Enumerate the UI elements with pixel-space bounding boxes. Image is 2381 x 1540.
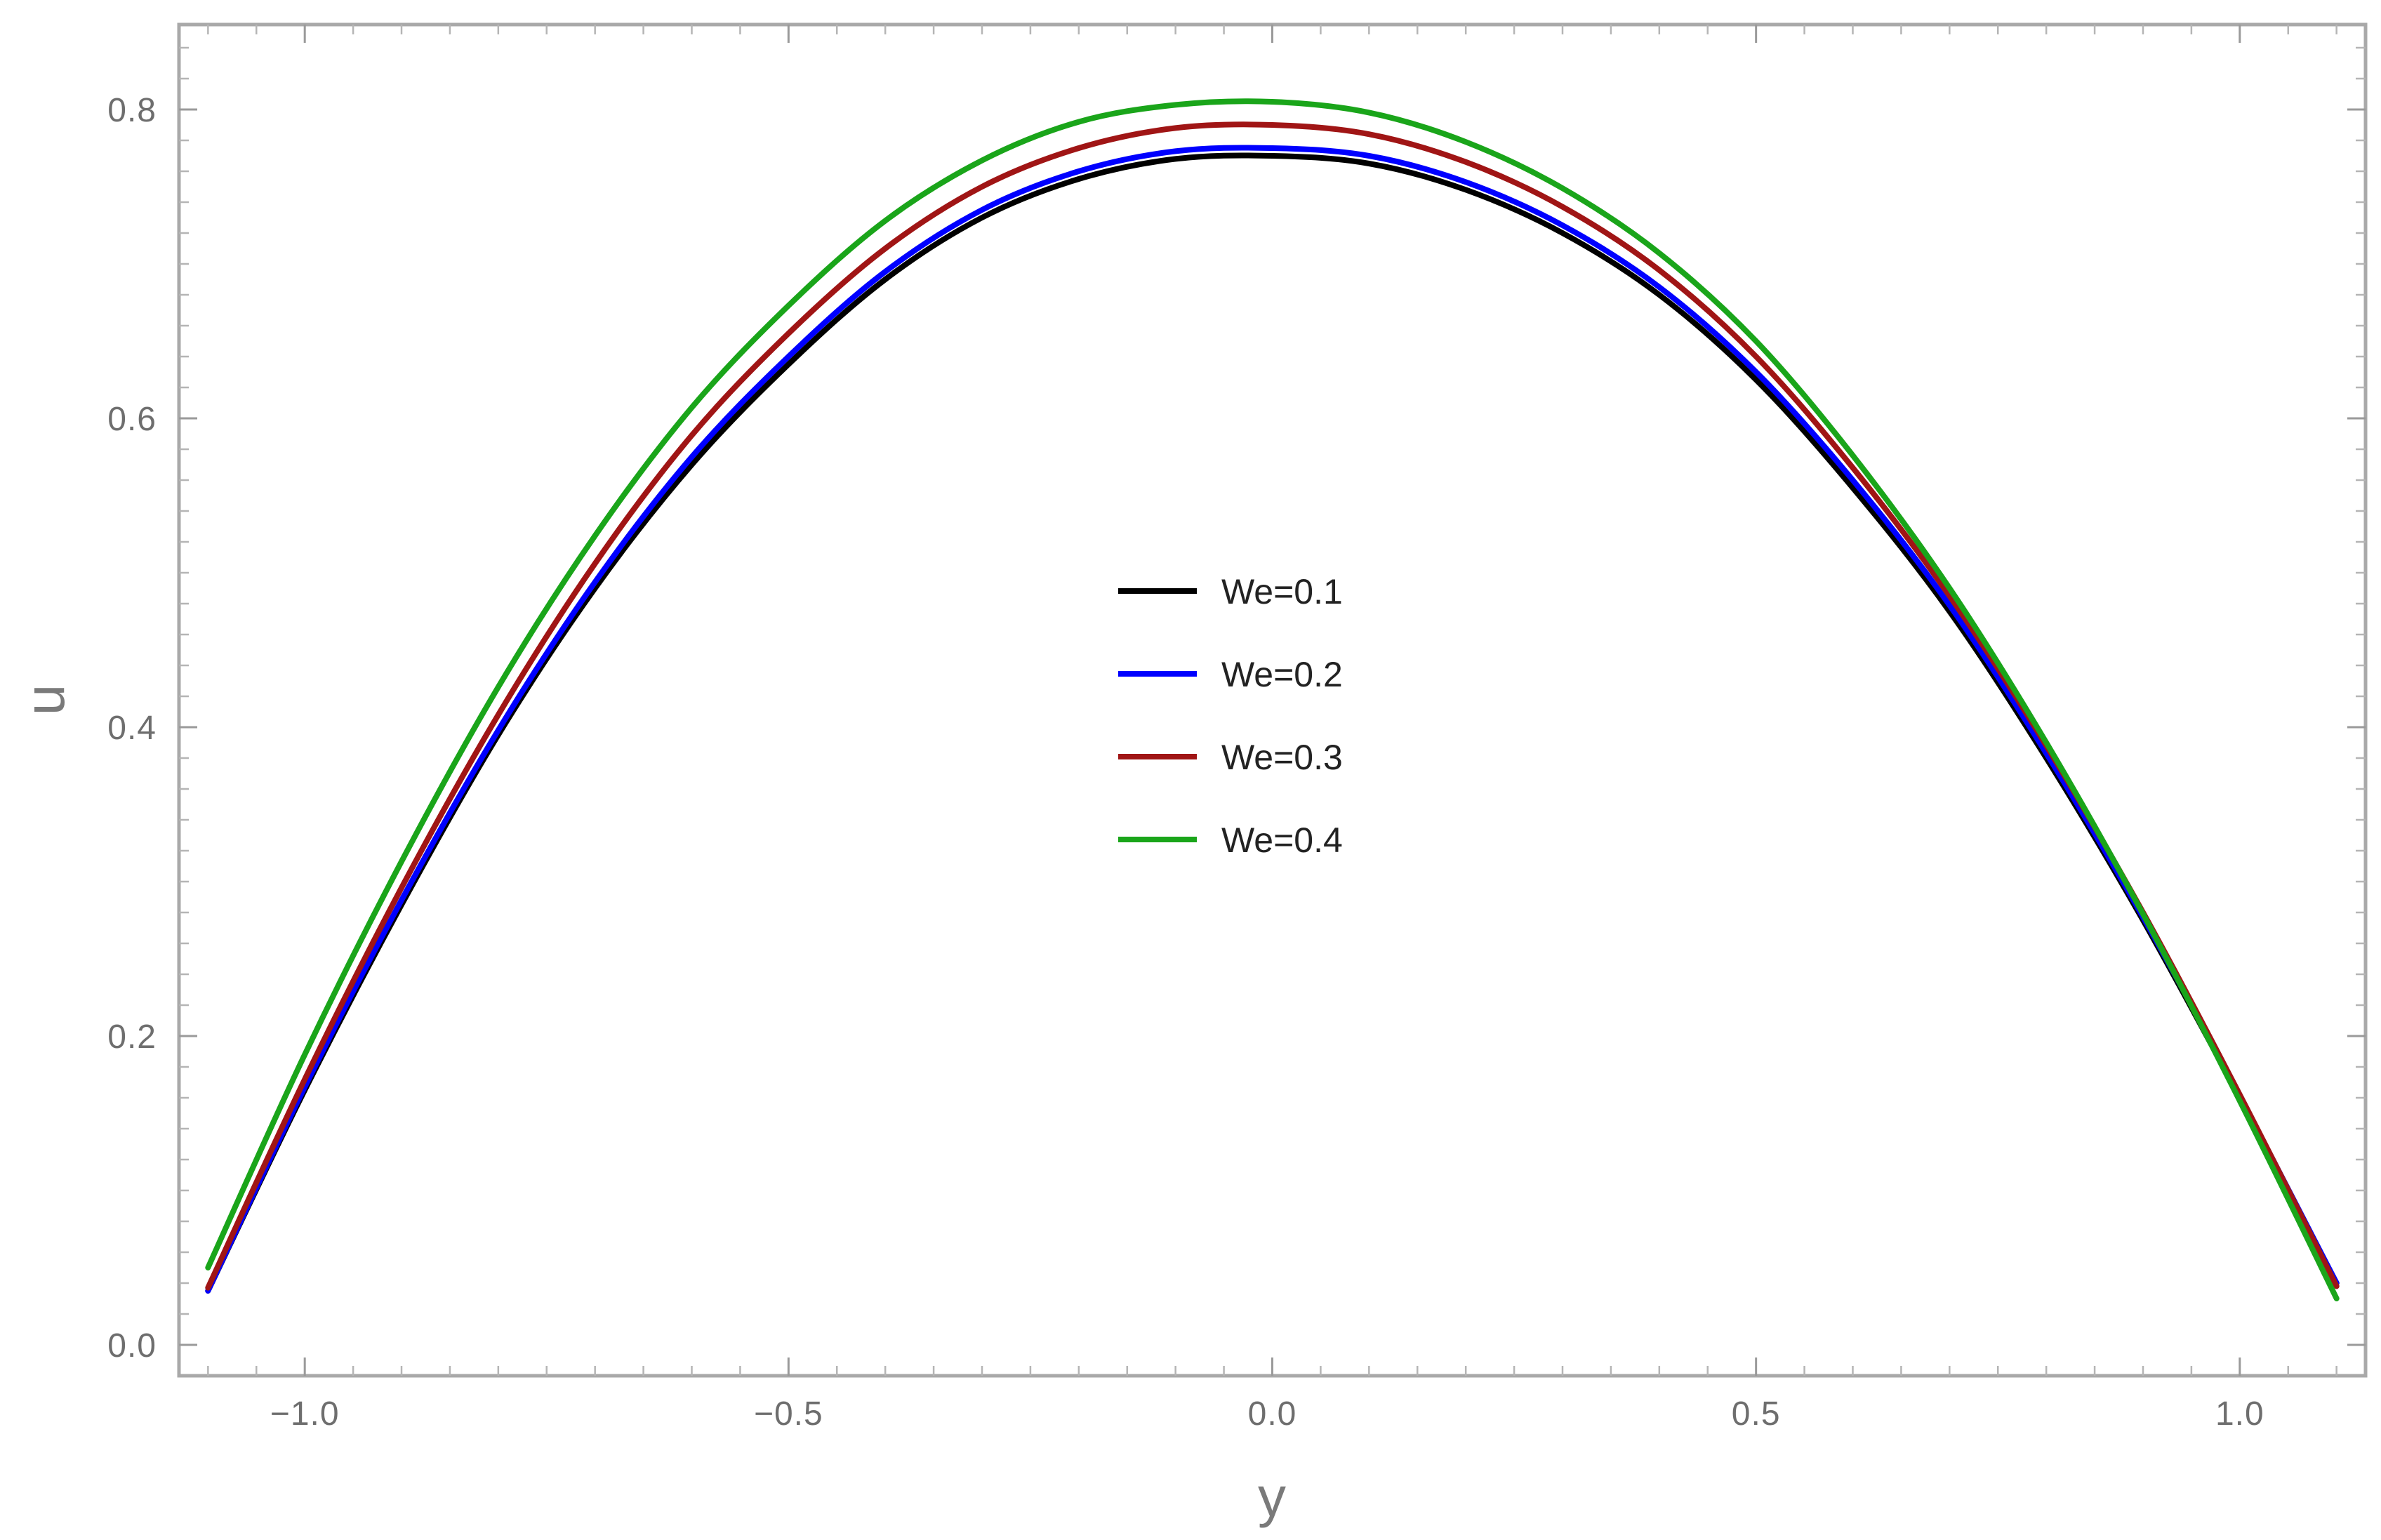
- legend-item: We=0.3: [1118, 738, 1343, 777]
- series-line-1: [205, 152, 2340, 1294]
- y-tick-label: 0.4: [107, 710, 157, 747]
- legend-item: We=0.4: [1118, 821, 1343, 860]
- series-lines: [205, 98, 2340, 1301]
- legend-item: We=0.1: [1118, 572, 1343, 611]
- legend-label: We=0.3: [1221, 738, 1343, 777]
- x-tick-label: 1.0: [2215, 1395, 2264, 1433]
- y-axis-ticks: 0.0 0.2 0.4 0.6 0.8: [107, 46, 2366, 1365]
- legend-label: We=0.4: [1221, 821, 1343, 860]
- y-tick-label: 0.0: [107, 1327, 157, 1365]
- y-tick-label: 0.8: [107, 92, 157, 129]
- y-tick-label: 0.2: [107, 1018, 157, 1056]
- series-line-2: [205, 145, 2340, 1294]
- x-axis-title: y: [1258, 1466, 1286, 1528]
- legend: We=0.1 We=0.2 We=0.3 We=0.4: [1118, 572, 1343, 860]
- x-axis-ticks: −1.0 −0.5 0.0 0.5 1.0: [207, 25, 2337, 1433]
- x-tick-label: 0.5: [1732, 1395, 1781, 1433]
- x-tick-label: −1.0: [270, 1395, 340, 1433]
- y-axis-title: u: [13, 684, 76, 716]
- x-tick-label: 0.0: [1248, 1395, 1297, 1433]
- y-tick-label: 0.6: [107, 401, 157, 438]
- legend-label: We=0.2: [1221, 655, 1343, 694]
- x-tick-label: −0.5: [754, 1395, 823, 1433]
- legend-item: We=0.2: [1118, 655, 1343, 694]
- legend-label: We=0.1: [1221, 572, 1343, 611]
- series-line-4: [205, 98, 2340, 1301]
